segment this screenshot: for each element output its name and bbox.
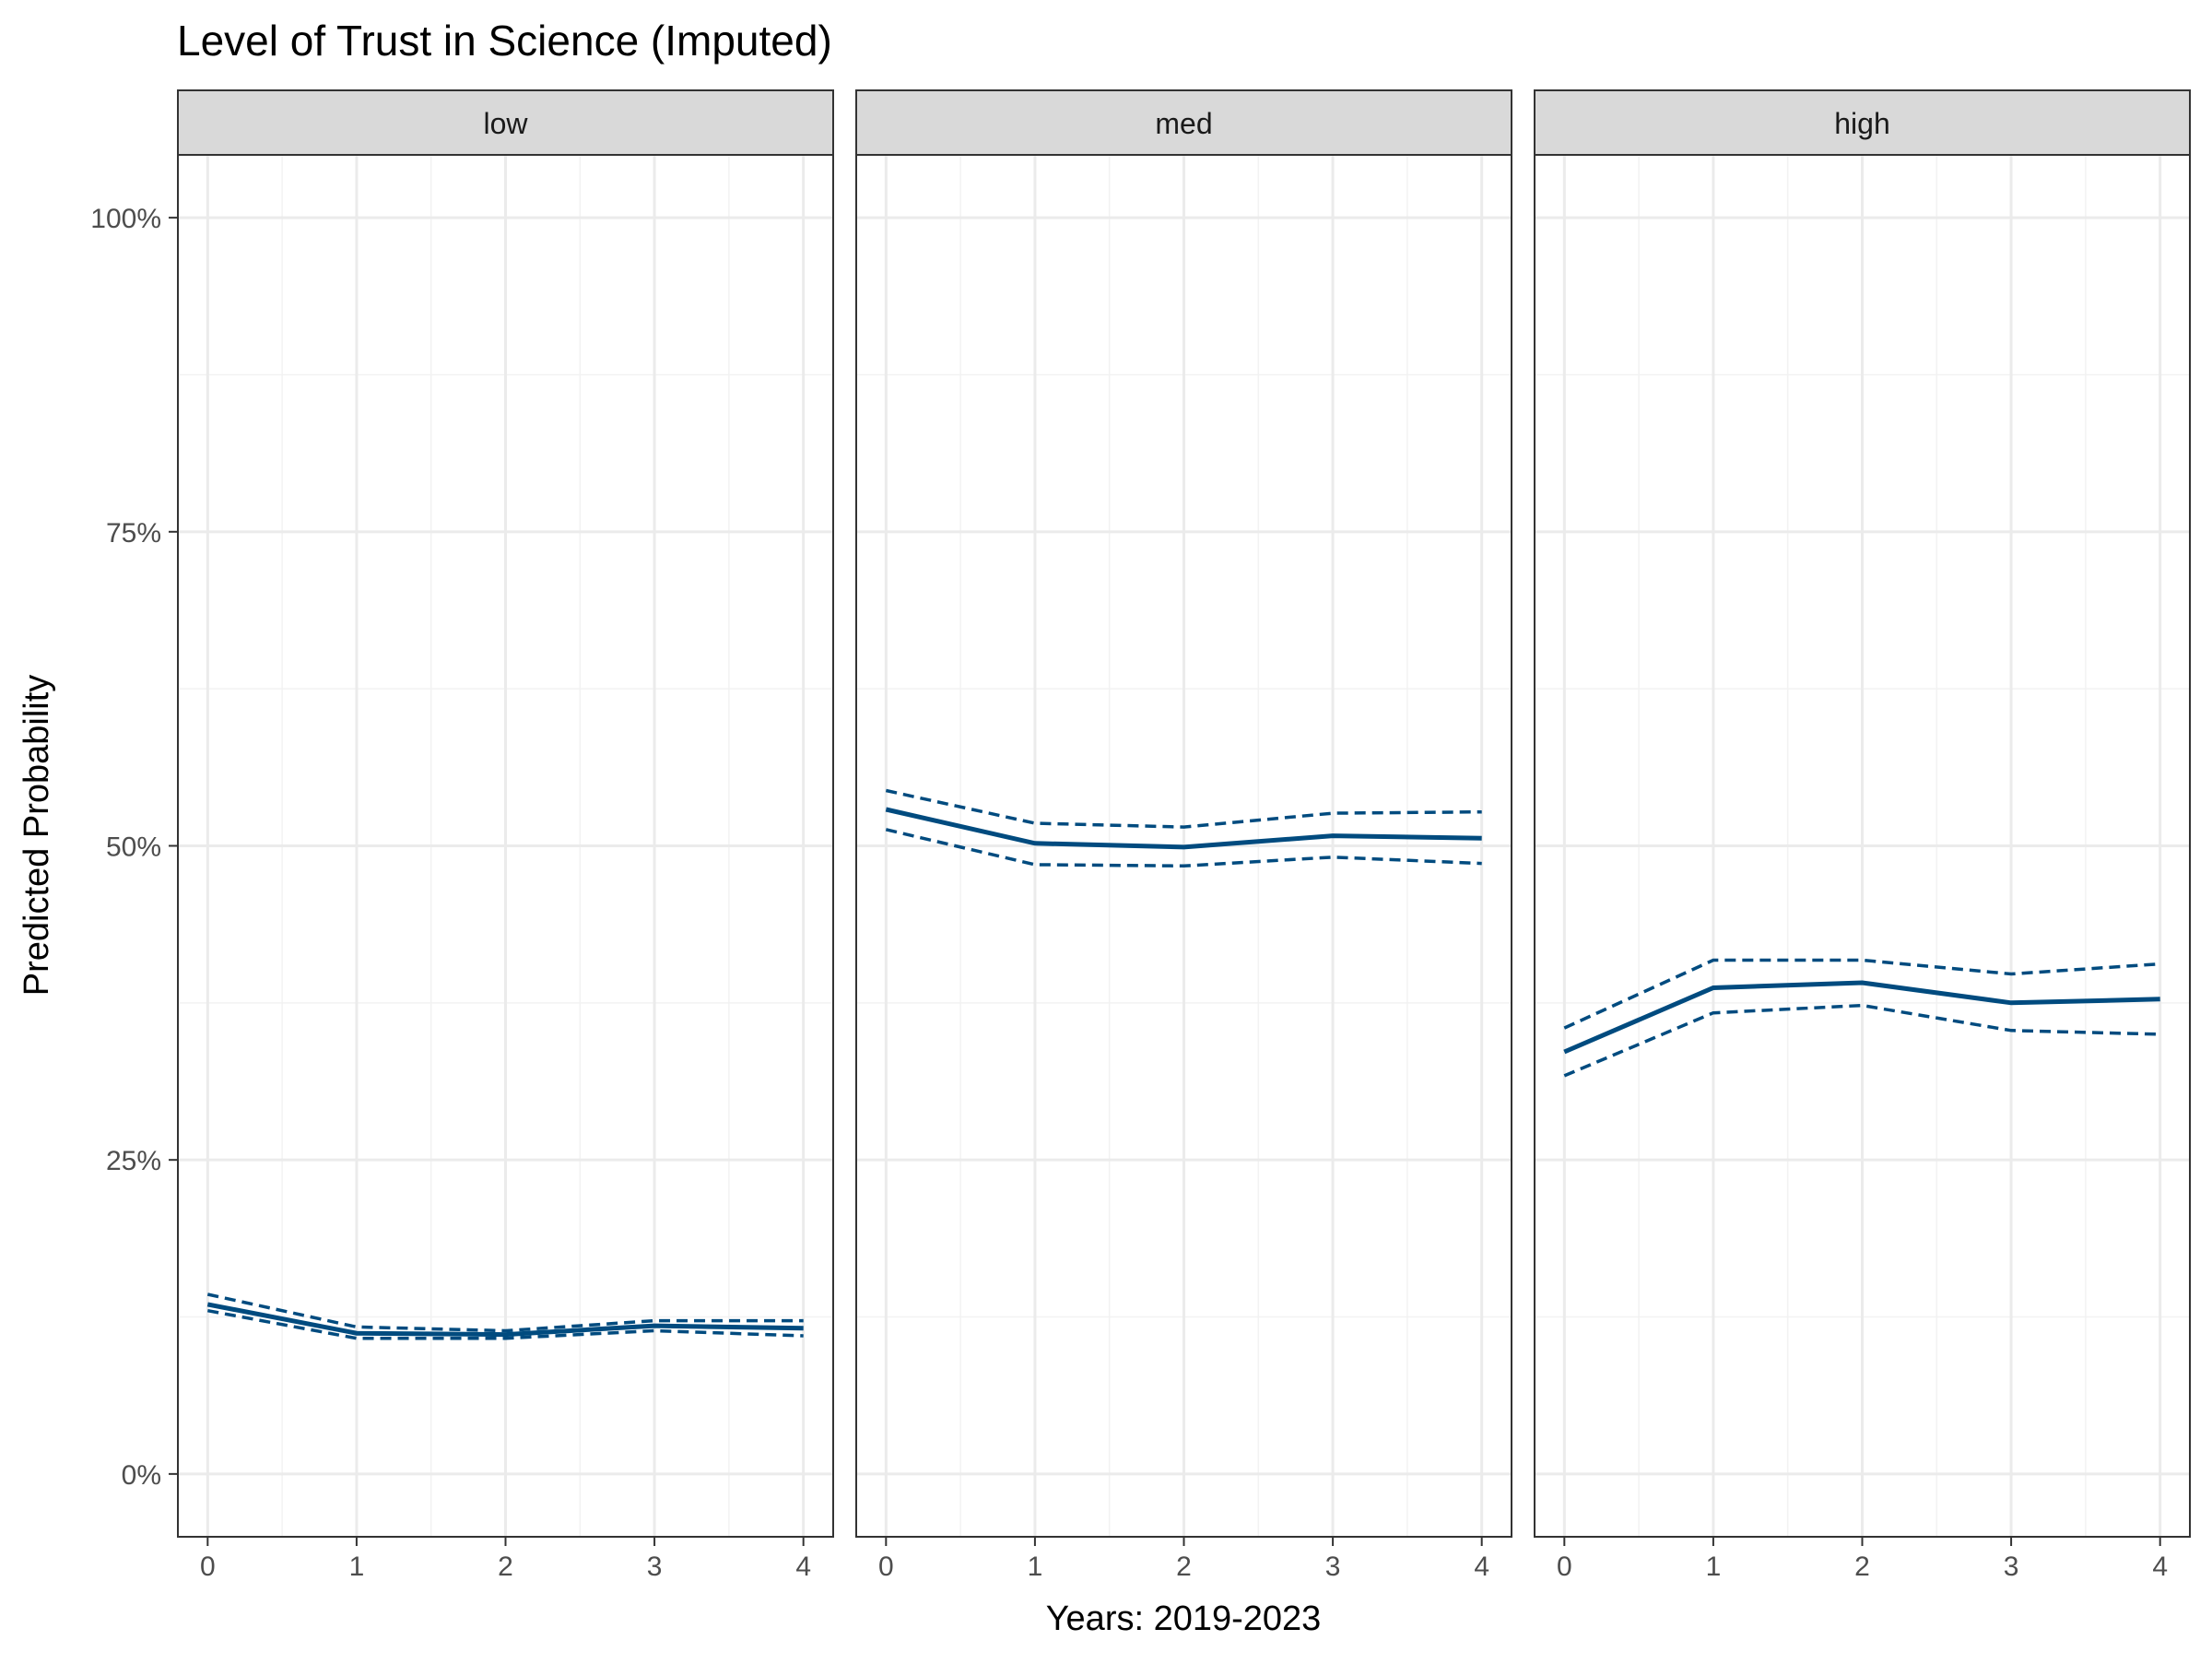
- facet-strip-label: low: [483, 107, 528, 140]
- estimate-line: [885, 807, 1482, 850]
- estimate-line: [206, 1302, 804, 1338]
- facet-panel-low: low 0 1 2 3 4: [177, 89, 834, 1582]
- facet-strip-label: high: [1834, 107, 1890, 140]
- x-tick-label: 2: [1854, 1552, 1870, 1582]
- x-tick-label: 1: [1028, 1552, 1043, 1582]
- lower-bound-line: [1563, 1003, 2160, 1078]
- x-tick-label: 2: [1176, 1552, 1192, 1582]
- y-axis-label: Predicted Probability: [18, 675, 56, 997]
- x-axis-label: Years: 2019-2023: [1046, 1599, 1322, 1638]
- y-tick-label: 25%: [106, 1146, 161, 1176]
- x-tick-label: 3: [1325, 1552, 1341, 1582]
- facet-strip: [855, 89, 1512, 156]
- x-tick-label: 1: [349, 1552, 365, 1582]
- facet-strip: [177, 89, 834, 156]
- x-tick-label: 0: [200, 1552, 216, 1582]
- upper-bound-line: [206, 1292, 804, 1333]
- lower-bound-line: [885, 828, 1482, 868]
- upper-bound-line: [1563, 958, 2160, 1030]
- y-tick-label: 75%: [106, 518, 161, 549]
- panels-layer: low 0 1 2 3 4 med 0 1 2 3 4 high 0 1 2 3 4 0% 25% 50% 75% 100%: [90, 89, 2191, 1582]
- facet-panel-med: med 0 1 2 3 4: [855, 89, 1512, 1582]
- facet-strip: [1534, 89, 2191, 156]
- x-tick-label: 2: [498, 1552, 513, 1582]
- chart-title: Level of Trust in Science (Imputed): [177, 17, 832, 65]
- y-tick-label: 50%: [106, 832, 161, 863]
- x-tick-label: 0: [1557, 1552, 1572, 1582]
- facet-strip-label: med: [1155, 107, 1212, 140]
- upper-bound-line: [885, 788, 1482, 829]
- x-tick-label: 3: [2004, 1552, 2019, 1582]
- facet-panel-high: high 0 1 2 3 4: [1534, 89, 2191, 1582]
- lower-bound-line: [206, 1308, 804, 1340]
- y-tick-label: 100%: [90, 204, 161, 234]
- x-tick-label: 4: [1474, 1552, 1489, 1582]
- x-tick-label: 1: [1706, 1552, 1722, 1582]
- y-tick-label: 0%: [122, 1460, 161, 1491]
- x-tick-label: 3: [647, 1552, 663, 1582]
- x-tick-label: 4: [2152, 1552, 2168, 1582]
- x-tick-label: 4: [795, 1552, 811, 1582]
- x-tick-label: 0: [878, 1552, 894, 1582]
- estimate-line: [1563, 980, 2160, 1055]
